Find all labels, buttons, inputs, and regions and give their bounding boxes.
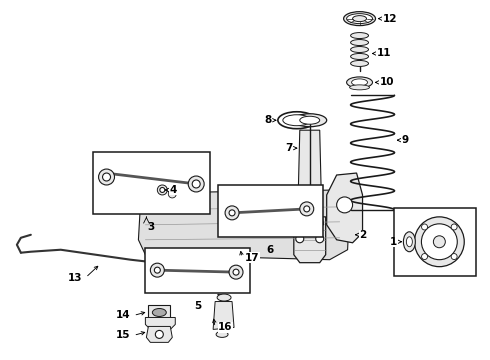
Ellipse shape	[350, 46, 368, 53]
Text: 8: 8	[265, 115, 272, 125]
Circle shape	[451, 253, 457, 260]
Circle shape	[188, 176, 204, 192]
Circle shape	[229, 210, 235, 216]
Circle shape	[192, 180, 200, 188]
Circle shape	[233, 269, 239, 275]
Circle shape	[337, 197, 353, 213]
Circle shape	[225, 206, 239, 220]
Text: 3: 3	[148, 222, 155, 232]
Circle shape	[229, 265, 243, 279]
Bar	[146, 248, 250, 293]
Text: 13: 13	[68, 273, 83, 283]
Ellipse shape	[346, 77, 372, 88]
Circle shape	[304, 206, 310, 212]
Circle shape	[421, 224, 428, 230]
Circle shape	[316, 235, 324, 243]
Circle shape	[155, 330, 163, 338]
Ellipse shape	[216, 332, 228, 337]
Text: 14: 14	[116, 310, 130, 320]
Ellipse shape	[403, 232, 416, 252]
Circle shape	[160, 188, 165, 193]
Polygon shape	[294, 217, 326, 263]
Circle shape	[296, 235, 304, 243]
Text: 17: 17	[245, 253, 260, 263]
Polygon shape	[147, 327, 172, 342]
Circle shape	[154, 267, 160, 273]
Ellipse shape	[346, 14, 372, 24]
Circle shape	[300, 202, 314, 216]
Ellipse shape	[353, 15, 367, 22]
Ellipse shape	[293, 114, 327, 127]
Bar	[148, 305, 171, 320]
Ellipse shape	[350, 60, 368, 67]
Ellipse shape	[350, 54, 368, 59]
Ellipse shape	[152, 309, 166, 316]
Polygon shape	[327, 173, 363, 243]
Bar	[218, 185, 323, 237]
Text: 9: 9	[401, 135, 409, 145]
Circle shape	[433, 236, 445, 248]
Circle shape	[421, 253, 428, 260]
Text: 12: 12	[383, 14, 397, 24]
Text: 7: 7	[286, 143, 293, 153]
Polygon shape	[146, 318, 175, 329]
Ellipse shape	[217, 294, 231, 301]
Text: 2: 2	[360, 230, 367, 240]
Bar	[394, 208, 476, 276]
Ellipse shape	[349, 85, 369, 90]
Circle shape	[150, 263, 164, 277]
Circle shape	[98, 169, 115, 185]
Ellipse shape	[352, 79, 368, 86]
Polygon shape	[213, 302, 234, 329]
Text: 6: 6	[267, 245, 274, 255]
Text: 4: 4	[169, 185, 177, 195]
Ellipse shape	[406, 237, 413, 247]
Ellipse shape	[283, 115, 311, 126]
Ellipse shape	[300, 116, 319, 124]
Text: 1: 1	[390, 237, 397, 247]
Ellipse shape	[350, 40, 368, 45]
Circle shape	[421, 224, 457, 260]
Text: 11: 11	[376, 49, 391, 58]
Text: 10: 10	[379, 77, 394, 87]
Polygon shape	[138, 190, 349, 260]
Polygon shape	[296, 130, 324, 225]
Text: 15: 15	[116, 330, 130, 341]
Ellipse shape	[350, 32, 368, 39]
Text: 16: 16	[218, 323, 233, 332]
Circle shape	[168, 190, 176, 198]
Circle shape	[415, 217, 464, 267]
Circle shape	[451, 224, 457, 230]
Circle shape	[157, 185, 167, 195]
Ellipse shape	[343, 12, 375, 26]
Circle shape	[102, 173, 111, 181]
Text: 5: 5	[194, 301, 201, 311]
Bar	[93, 152, 210, 214]
